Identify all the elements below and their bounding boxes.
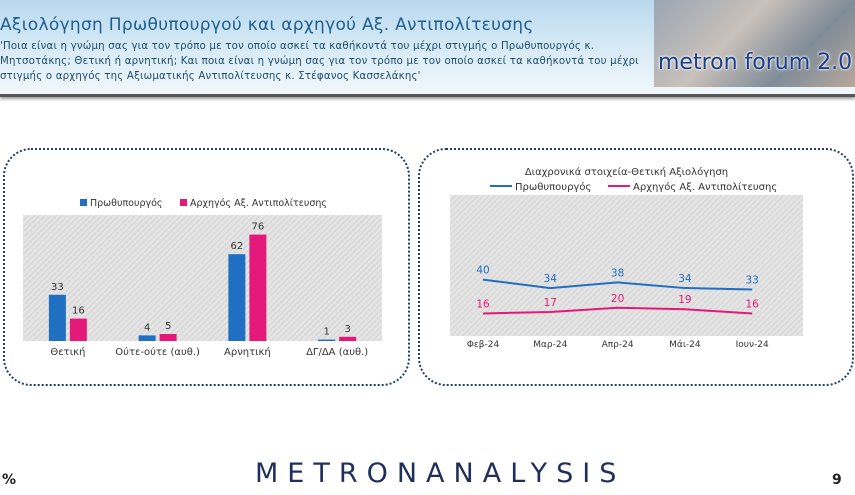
x-tick-label: Φεβ-24	[467, 340, 500, 350]
data-label: 16	[72, 306, 85, 317]
data-label: 34	[544, 273, 558, 285]
bar	[339, 336, 357, 341]
data-label: 38	[611, 267, 624, 279]
chart-title: Διαχρονικά στοιχεία-Θετική Αξιολόγηση	[525, 166, 728, 178]
data-label: 33	[51, 282, 64, 293]
data-label: 40	[476, 265, 489, 277]
metron-analysis-brand: METRONANALYSIS	[255, 458, 626, 489]
bar	[159, 334, 177, 341]
bar	[249, 234, 267, 341]
x-tick-label: Αρνητική	[224, 346, 271, 358]
legend-label: Αρχηγός Αξ. Αντιπολίτευσης	[190, 198, 327, 209]
logo-text: metron forum 2.0	[658, 50, 853, 75]
bar	[138, 335, 156, 341]
data-label: 3	[344, 324, 350, 335]
x-tick-label: Ιουν-24	[736, 340, 769, 350]
x-tick-label: Απρ-24	[602, 340, 634, 350]
data-label: 17	[544, 297, 557, 309]
series-line	[482, 278, 753, 291]
page-number: 9	[832, 472, 842, 488]
metron-forum-logo: metron forum 2.0	[654, 0, 855, 87]
legend-label: Αρχηγός Αξ. Αντιπολίτευσης	[633, 181, 777, 193]
x-tick-label: ΔΓ/ΔΑ (αυθ.)	[306, 347, 368, 358]
bar	[48, 294, 66, 341]
data-label: 4	[144, 322, 150, 333]
bar	[318, 339, 336, 341]
data-label: 20	[611, 293, 624, 305]
x-tick-label: Θετική	[50, 346, 85, 358]
data-label: 16	[476, 298, 490, 310]
line-chart-panel	[418, 148, 854, 386]
data-label: 62	[231, 241, 244, 252]
data-label: 16	[746, 298, 760, 310]
question-text: 'Ποια είναι η γνώμη σας για τον τρόπο με…	[0, 41, 639, 82]
x-tick-label: Μάι-24	[669, 340, 701, 350]
bar	[228, 254, 246, 341]
data-label: 5	[165, 321, 171, 332]
data-label: 1	[323, 327, 329, 338]
data-label: 33	[746, 274, 759, 286]
percent-symbol: %	[2, 472, 17, 488]
data-label: 34	[678, 273, 692, 285]
legend-swatch	[80, 199, 87, 206]
header: Αξιολόγηση Πρωθυπουργού και αρχηγού Αξ. …	[0, 0, 855, 97]
bar-chart-panel	[3, 148, 410, 386]
x-tick-label: Μαρ-24	[533, 340, 567, 350]
x-tick-label: Ούτε-ούτε (αυθ.)	[115, 346, 200, 358]
page-title: Αξιολόγηση Πρωθυπουργού και αρχηγού Αξ. …	[0, 15, 534, 35]
data-label: 19	[678, 294, 691, 306]
bar	[69, 318, 87, 341]
plot-area	[450, 195, 803, 336]
legend-swatch	[180, 199, 187, 206]
legend-label: Πρωθυπουργός	[90, 198, 163, 209]
series-line	[482, 306, 753, 315]
data-label: 76	[252, 222, 265, 233]
legend-label: Πρωθυπουργός	[515, 181, 591, 193]
